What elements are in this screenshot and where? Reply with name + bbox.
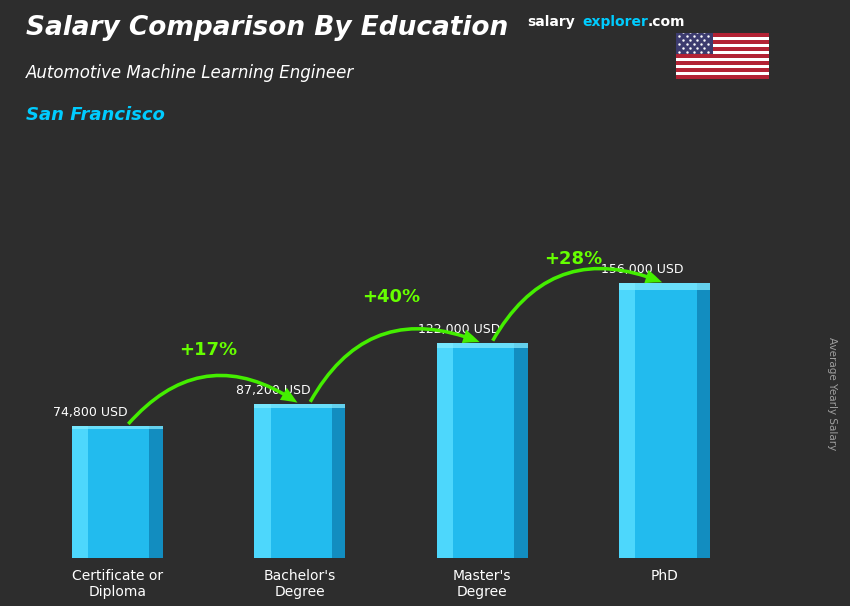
Text: Average Yearly Salary: Average Yearly Salary <box>827 338 837 450</box>
FancyArrowPatch shape <box>491 267 662 342</box>
FancyArrowPatch shape <box>127 374 298 425</box>
FancyArrowPatch shape <box>309 327 479 403</box>
Bar <box>676 75 769 79</box>
Bar <box>71 426 88 558</box>
Text: San Francisco: San Francisco <box>26 106 164 124</box>
Bar <box>437 343 453 558</box>
Text: +28%: +28% <box>544 250 603 268</box>
Text: +17%: +17% <box>179 341 238 359</box>
Text: Automotive Machine Learning Engineer: Automotive Machine Learning Engineer <box>26 64 354 82</box>
Bar <box>676 68 769 72</box>
Text: 156,000 USD: 156,000 USD <box>601 264 683 276</box>
Text: 122,000 USD: 122,000 USD <box>418 323 501 336</box>
Bar <box>437 343 528 348</box>
Bar <box>676 44 769 47</box>
Bar <box>676 61 769 65</box>
Bar <box>676 47 769 51</box>
Bar <box>676 55 769 58</box>
Text: 74,800 USD: 74,800 USD <box>54 406 128 419</box>
Bar <box>676 65 769 68</box>
Text: salary: salary <box>527 15 575 29</box>
Bar <box>676 58 769 61</box>
Text: 87,200 USD: 87,200 USD <box>236 384 310 398</box>
Bar <box>254 404 270 558</box>
Bar <box>254 404 345 408</box>
Bar <box>676 33 769 37</box>
Bar <box>332 404 345 558</box>
Bar <box>254 404 345 558</box>
Bar <box>619 284 636 558</box>
Bar <box>619 284 711 290</box>
Bar <box>697 284 711 558</box>
Bar <box>619 284 711 558</box>
Bar <box>71 426 163 430</box>
Bar <box>676 51 769 55</box>
Text: explorer: explorer <box>582 15 648 29</box>
Bar <box>437 343 528 558</box>
Text: .com: .com <box>648 15 685 29</box>
Bar <box>676 41 769 44</box>
Bar <box>150 426 163 558</box>
Text: Salary Comparison By Education: Salary Comparison By Education <box>26 15 507 41</box>
Text: +40%: +40% <box>362 288 420 307</box>
Bar <box>676 37 769 41</box>
Bar <box>71 426 163 558</box>
Bar <box>514 343 528 558</box>
Bar <box>676 33 713 55</box>
Bar <box>676 72 769 75</box>
